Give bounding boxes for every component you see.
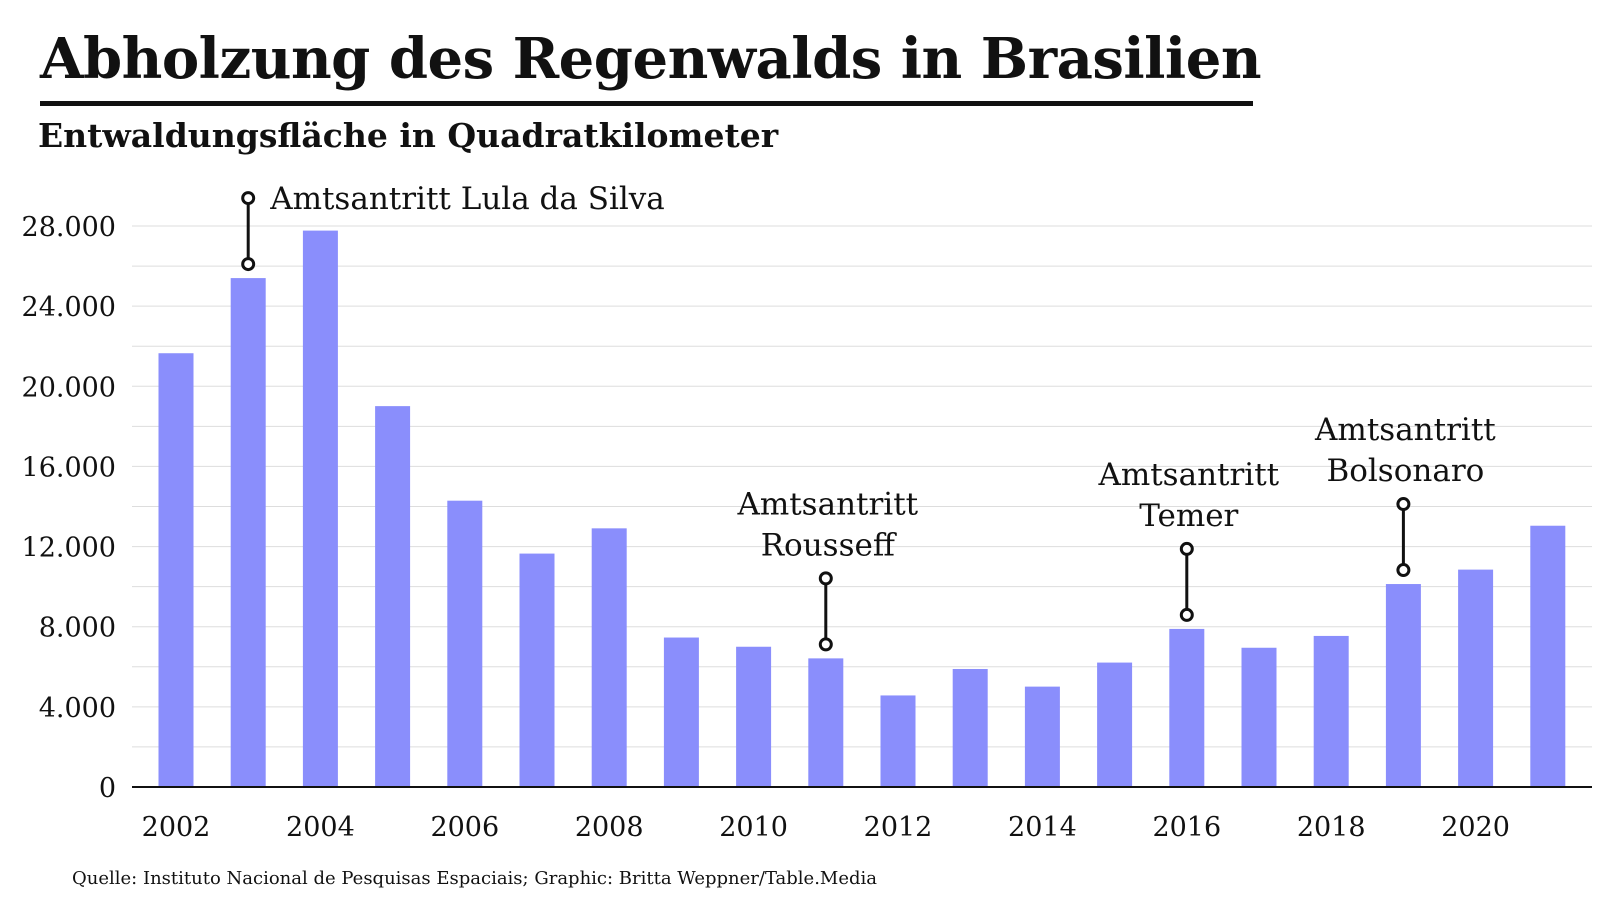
annotation-label: Rousseff: [761, 527, 897, 563]
x-tick-label: 2020: [1441, 812, 1510, 843]
bar-2003: [230, 278, 266, 787]
annotation-dot: [1396, 563, 1411, 578]
x-tick-label: 2014: [1008, 812, 1077, 843]
annotation-label: Bolsonaro: [1326, 453, 1484, 489]
annotations: Amtsantritt Lula da Silva Amtsantritt Rous…: [241, 181, 1496, 652]
bar-2008: [591, 528, 627, 787]
bar-2006: [447, 500, 483, 787]
annotation-label: Amtsantritt: [1097, 457, 1279, 493]
annotation-dot: [818, 637, 833, 652]
bar-2010: [736, 646, 772, 787]
annotation-dot: [1396, 497, 1411, 512]
bar-2002: [158, 353, 194, 787]
y-tick-label: 16.000: [22, 452, 116, 483]
bar-2004: [302, 230, 338, 787]
annotation-dot: [241, 191, 256, 206]
source-note: Quelle: Instituto Nacional de Pesquisas …: [72, 868, 878, 889]
annotation-2011: Amtsantritt Rousseff: [736, 486, 919, 652]
y-tick-label: 4.000: [39, 693, 116, 724]
x-tick-label: 2006: [430, 812, 499, 843]
annotation-label: Amtsantritt: [736, 486, 918, 522]
bar-2020: [1458, 569, 1494, 787]
chart-title: Abholzung des Regenwalds in Brasilien: [40, 26, 1262, 92]
bar-2005: [375, 406, 411, 787]
annotation-dot: [241, 257, 256, 272]
x-tick-label: 2016: [1152, 812, 1221, 843]
y-tick-label: 12.000: [22, 533, 116, 564]
bars: [158, 230, 1566, 787]
y-tick-label: 28.000: [22, 212, 116, 243]
bar-2019: [1385, 584, 1421, 787]
y-tick-label: 20.000: [22, 372, 116, 403]
annotation-label: Amtsantritt Lula da Silva: [269, 181, 665, 217]
x-axis: 2002 2004 2006 2008 2010 2012 2014 2016 2018 2020: [132, 786, 1592, 843]
bar-2016: [1169, 628, 1205, 787]
bar-2012: [880, 695, 916, 787]
bar-2018: [1313, 635, 1349, 787]
bar-2014: [1024, 686, 1060, 787]
annotation-dot: [1179, 607, 1194, 622]
annotation-2016: Amtsantritt Temer: [1097, 457, 1280, 622]
x-tick-label: 2008: [575, 812, 644, 843]
bar-2011: [808, 658, 844, 787]
bar-2017: [1241, 647, 1277, 787]
bar-2009: [663, 637, 699, 787]
chart-subtitle: Entwaldungsfläche in Quadratkilometer: [38, 116, 779, 155]
bar-2007: [519, 553, 555, 787]
y-tick-label: 24.000: [22, 292, 116, 323]
y-tick-label: 8.000: [39, 613, 116, 644]
x-tick-label: 2018: [1297, 812, 1366, 843]
title-underline: [40, 101, 1253, 106]
annotation-dot: [818, 571, 833, 586]
x-tick-label: 2012: [864, 812, 933, 843]
bar-2013: [952, 668, 988, 787]
x-tick-label: 2002: [142, 812, 211, 843]
x-tick-label: 2010: [719, 812, 788, 843]
annotation-2003: Amtsantritt Lula da Silva: [241, 181, 665, 272]
annotation-label: Amtsantritt: [1314, 412, 1496, 448]
annotation-label: Temer: [1139, 498, 1238, 534]
y-tick-label: 0: [99, 773, 116, 804]
annotation-dot: [1179, 541, 1194, 556]
bar-2021: [1530, 525, 1566, 787]
y-axis: 0 4.000 8.000 12.000 16.000 20.000 24.000 28.00…: [22, 212, 116, 804]
annotation-2019: Amtsantritt Bolsonaro: [1314, 412, 1496, 578]
x-tick-label: 2004: [286, 812, 355, 843]
bar-2015: [1097, 662, 1133, 787]
